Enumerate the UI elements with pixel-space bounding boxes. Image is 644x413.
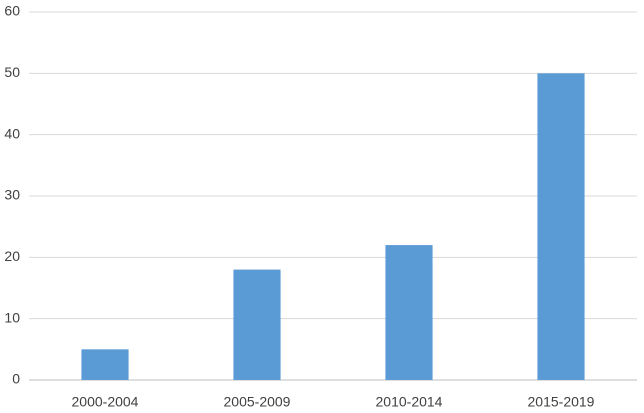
bar: [537, 73, 585, 380]
y-tick-label: 20: [4, 248, 20, 264]
y-tick-label: 0: [12, 371, 20, 387]
x-tick-label: 2015-2019: [528, 394, 595, 410]
y-tick-label: 40: [4, 125, 20, 141]
x-tick-label: 2010-2014: [376, 394, 443, 410]
bar: [233, 269, 281, 380]
y-tick-label: 10: [4, 309, 20, 325]
x-tick-label: 2005-2009: [224, 394, 291, 410]
x-tick-label: 2000-2004: [72, 394, 139, 410]
bar: [385, 245, 433, 380]
y-tick-label: 60: [4, 3, 20, 19]
y-tick-label: 30: [4, 187, 20, 203]
bar: [81, 349, 129, 380]
y-tick-label: 50: [4, 64, 20, 80]
